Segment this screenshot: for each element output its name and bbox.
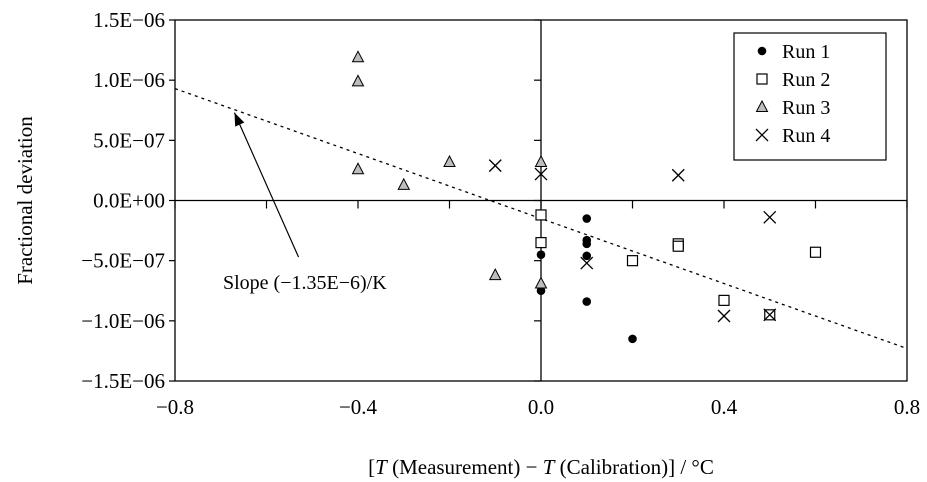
run-1-point xyxy=(582,239,592,249)
x-marker-stroke xyxy=(763,210,777,224)
run-2-point xyxy=(535,209,547,221)
run-1-point xyxy=(628,334,637,344)
y-tick-label: 1.0E−06 xyxy=(93,68,165,92)
run-3-point xyxy=(351,162,365,175)
legend-label-run-2: Run 2 xyxy=(782,69,830,91)
run-1-point xyxy=(582,214,592,223)
run-3-point xyxy=(488,268,502,281)
axes-layer xyxy=(169,19,908,382)
x-marker-stroke xyxy=(488,159,502,173)
run-3-point xyxy=(443,154,456,167)
run-4-point xyxy=(763,210,777,224)
x-tick-label: 0.8 xyxy=(894,395,920,419)
x-marker-stroke xyxy=(717,309,731,323)
x-axis-title-part: T xyxy=(543,455,556,479)
x-axis-title-part: [ xyxy=(368,455,375,479)
run-4-point xyxy=(534,167,548,181)
legend-label-run-4: Run 4 xyxy=(782,125,830,147)
x-marker-stroke xyxy=(671,168,685,182)
run-3-point xyxy=(351,74,365,87)
y-axis-title: Fractional deviation xyxy=(13,116,37,285)
run-3-point xyxy=(397,177,411,190)
y-tick-label: −5.0E−07 xyxy=(81,249,165,273)
run-4-point xyxy=(580,256,594,270)
x-tick-label: −0.8 xyxy=(156,395,194,419)
legend-label-run-1: Run 1 xyxy=(782,41,830,63)
run-4-point xyxy=(763,308,777,322)
x-tick-label: −0.4 xyxy=(339,395,378,419)
tick-labels-layer: 1.5E−06 1.0E−06 5.0E−07 0.0E+00 −5.0E−07 −1.0… xyxy=(13,8,920,479)
y-tick-label: −1.5E−06 xyxy=(81,369,165,393)
run-1-point xyxy=(536,286,546,296)
run-3-point xyxy=(534,154,548,167)
legend-label-run-3: Run 3 xyxy=(782,97,830,119)
legend-marker-run-4 xyxy=(755,128,769,142)
x-axis-title: [T (Measurement) − T (Calibration)] / °C xyxy=(368,455,714,479)
data-points-layer xyxy=(351,50,822,344)
x-marker-stroke xyxy=(755,128,769,142)
x-marker-stroke xyxy=(763,308,777,322)
run-2-point xyxy=(535,237,547,249)
y-tick-label: 1.5E−06 xyxy=(93,8,165,32)
y-tick-label: −1.0E−06 xyxy=(81,309,165,333)
x-marker-stroke xyxy=(534,167,548,181)
run-2-point xyxy=(718,294,730,306)
run-4-point xyxy=(717,309,731,323)
legend: Run 1 Run 2 Run 3 Run 4 xyxy=(733,32,887,161)
run-1-point xyxy=(582,297,592,306)
annotation-layer: Slope (−1.35E−6)/K xyxy=(223,112,387,294)
run-4-point xyxy=(671,168,685,182)
x-tick-label: 0.0 xyxy=(528,395,554,419)
x-tick-label: 0.4 xyxy=(711,395,738,419)
annotation-arrow-head xyxy=(234,112,245,127)
y-tick-label: 5.0E−07 xyxy=(93,128,165,152)
run-1-point xyxy=(536,250,546,259)
y-tick-label: 0.0E+00 xyxy=(93,189,165,213)
x-marker-stroke xyxy=(580,256,594,270)
legend-marker-run-1 xyxy=(757,46,767,56)
run-3-point xyxy=(351,50,365,63)
annotation-arrow-shaft xyxy=(233,112,300,258)
run-2-point xyxy=(672,240,684,252)
run-3-point xyxy=(534,276,548,289)
x-axis-title-part: T xyxy=(375,455,388,479)
legend-marker-run-3 xyxy=(755,99,769,112)
slope-annotation: Slope (−1.35E−6)/K xyxy=(223,272,387,294)
run-1-point xyxy=(582,251,592,261)
legend-marker-run-2 xyxy=(756,73,768,85)
run-2-point xyxy=(626,255,639,267)
x-axis-title-part: (Measurement) − xyxy=(387,455,543,479)
run-2-point xyxy=(809,246,822,258)
run-4-point xyxy=(488,159,502,173)
x-axis-title-part: (Calibration)] / °C xyxy=(554,455,713,479)
